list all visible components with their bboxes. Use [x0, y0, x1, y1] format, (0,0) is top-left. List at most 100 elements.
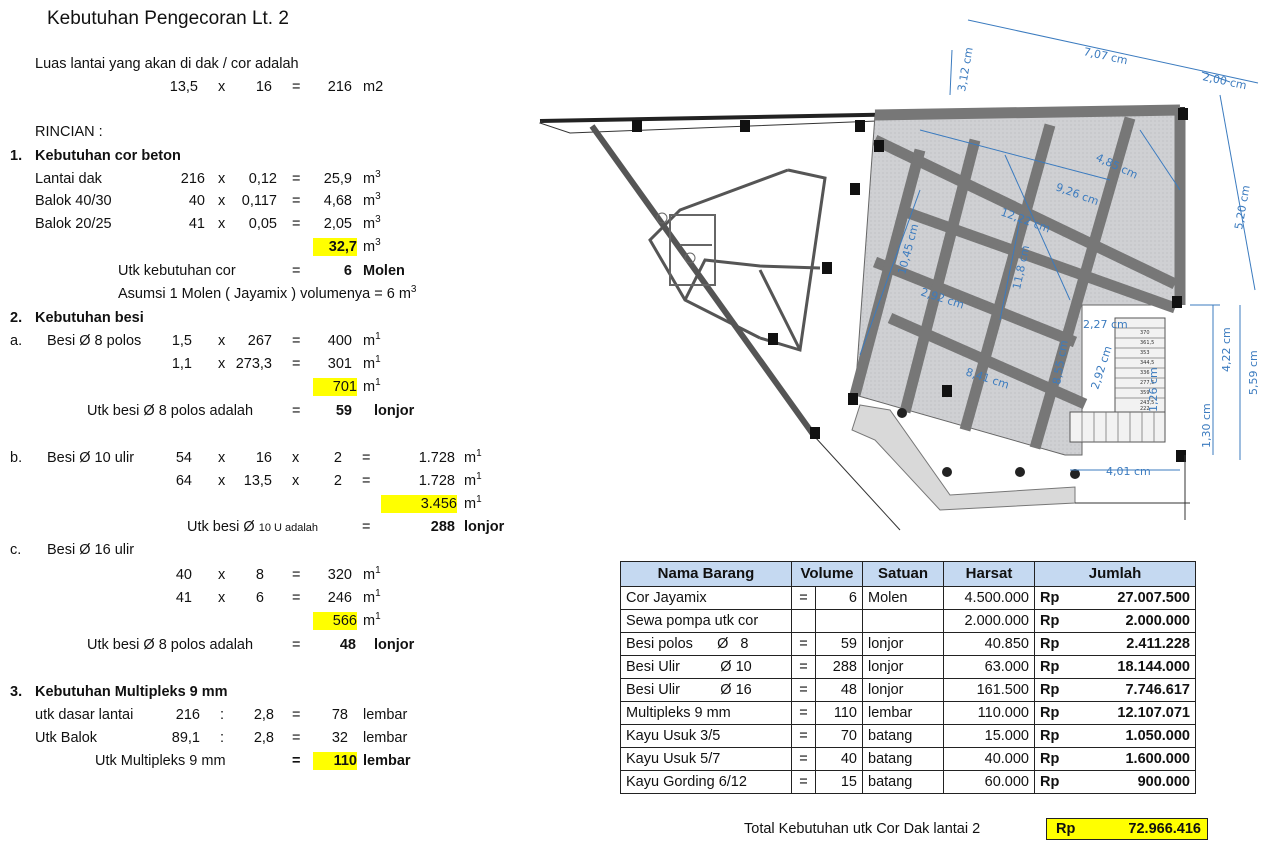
cell-harsat: 40.850	[943, 632, 1035, 656]
utk-besi-16-unit: lonjor	[374, 637, 415, 653]
besi-10-row-1-result: 1.728	[418, 450, 455, 466]
beton-total: 32,7	[313, 238, 357, 256]
equals-sign: =	[292, 567, 301, 583]
cell-volume: 70	[815, 724, 863, 748]
equals-sign: =	[292, 171, 301, 187]
cell-jumlah: 1.600.000	[1079, 747, 1196, 771]
cell-harsat: 4.500.000	[943, 586, 1035, 610]
equals-sign: =	[292, 753, 301, 769]
besi-8-row-2-a: 1,1	[171, 356, 192, 372]
cell-satuan: batang	[862, 747, 944, 771]
table-header-row: Nama Barang Volume Satuan Harsat Jumlah	[620, 561, 1196, 587]
utk-cor-label: Utk kebutuhan cor	[118, 263, 236, 279]
dimension-label: 2,27 cm	[1083, 318, 1128, 331]
cell-satuan: batang	[862, 724, 944, 748]
equals-sign: =	[362, 450, 371, 466]
utk-multipleks-value: 110	[313, 752, 357, 770]
total-label: Total Kebutuhan utk Cor Dak lantai 2	[744, 821, 981, 837]
times-sign: x	[218, 193, 226, 209]
times-sign: x	[292, 450, 300, 466]
unit-m1: m1	[464, 494, 482, 513]
cell-nama: Kayu Usuk 5/7	[620, 747, 792, 771]
table-row: Cor Jayamix = 6 Molen 4.500.000 Rp 27.00…	[620, 586, 1196, 610]
beton-row-3-result: 2,05	[323, 216, 352, 232]
dimension-label: 1,30 cm	[1200, 403, 1213, 448]
cell-rp: Rp	[1034, 632, 1079, 656]
col-nama-barang: Nama Barang	[620, 561, 792, 587]
cell-harsat: 110.000	[943, 701, 1035, 725]
times-sign: x	[218, 333, 226, 349]
section-1-title: Kebutuhan cor beton	[35, 148, 181, 164]
unit-m1: m1	[363, 565, 381, 584]
unit-m1: m1	[363, 377, 381, 396]
dimension-label: 5,59 cm	[1247, 350, 1260, 395]
besi-10-row-2-result: 1.728	[418, 473, 455, 489]
cell-eq: =	[790, 632, 817, 656]
unit-m3: m3	[363, 169, 381, 188]
cell-jumlah: 12.107.071	[1079, 701, 1196, 725]
cell-rp: Rp	[1034, 655, 1079, 679]
unit-m3: m3	[363, 214, 381, 233]
besi-16-row-1-a: 40	[175, 567, 192, 583]
col-jumlah: Jumlah	[1034, 561, 1196, 587]
luas-x: x	[218, 79, 226, 95]
times-sign: x	[218, 590, 226, 606]
equals-sign: =	[362, 473, 371, 489]
cell-harsat: 15.000	[943, 724, 1035, 748]
beton-row-2-a: 40	[188, 193, 205, 209]
besi-16-row-1-b: 8	[255, 567, 264, 583]
stair-label: 361,5	[1140, 340, 1154, 346]
equals-sign: =	[292, 403, 301, 419]
besi-8-row-1-b: 267	[247, 333, 272, 349]
dimension-label: 7,07 cm	[1082, 45, 1128, 67]
stair-label: 222	[1140, 406, 1150, 412]
stair-label: 277,5	[1140, 380, 1154, 386]
utk-besi-16-value: 48	[339, 637, 356, 653]
unit-m3: m3	[363, 237, 381, 256]
besi-8-total: 701	[313, 378, 357, 396]
cell-nama: Multipleks 9 mm	[620, 701, 792, 725]
besi-10-row-2-c: 2	[333, 473, 342, 489]
equals-sign: =	[292, 216, 301, 232]
besi-8-label: Besi Ø 8 polos	[47, 333, 142, 349]
cell-satuan: lembar	[862, 701, 944, 725]
section-3-title: Kebutuhan Multipleks 9 mm	[35, 684, 228, 700]
table-row: Kayu Usuk 5/7 = 40 batang 40.000 Rp 1.60…	[620, 747, 1196, 771]
beton-row-1-b: 0,12	[248, 171, 277, 187]
col-satuan: Satuan	[862, 561, 944, 587]
multipleks-row-1-label: utk dasar lantai	[35, 707, 134, 723]
multipleks-row-1-result: 78	[331, 707, 348, 723]
dimension-label: 4,01 cm	[1106, 465, 1151, 478]
dimension-label: 2,92 cm	[1088, 344, 1114, 391]
cell-eq: =	[790, 770, 817, 794]
luas-result: 216	[327, 79, 352, 95]
cell-rp: Rp	[1034, 609, 1079, 633]
cell-jumlah: 2.411.228	[1079, 632, 1196, 656]
utk-cor-value: 6	[343, 263, 352, 279]
utk-besi-10-unit: lonjor	[464, 519, 505, 535]
besi-10-total: 3.456	[381, 495, 457, 513]
multipleks-row-2-a: 89,1	[171, 730, 200, 746]
section-3-number: 3.	[10, 684, 23, 700]
times-sign: x	[218, 567, 226, 583]
times-sign: x	[218, 171, 226, 187]
cell-nama: Kayu Gording 6/12	[620, 770, 792, 794]
besi-10-row-1-b: 16	[255, 450, 272, 466]
luas-eq: =	[292, 79, 301, 95]
table-row: Sewa pompa utk cor 2.000.000 Rp 2.000.00…	[620, 609, 1196, 633]
multipleks-row-2-b: 2,8	[253, 730, 274, 746]
cell-jumlah: 1.050.000	[1079, 724, 1196, 748]
equals-sign: =	[362, 519, 371, 535]
times-sign: x	[218, 450, 226, 466]
stair-label: 370	[1140, 330, 1150, 336]
utk-besi-16-label: Utk besi Ø 8 polos adalah	[87, 637, 254, 653]
luas-unit: m2	[363, 79, 384, 95]
section-1-number: 1.	[10, 148, 23, 164]
dimension-label: 4,22 cm	[1220, 327, 1233, 372]
cell-eq: =	[790, 655, 817, 679]
times-sign: x	[292, 473, 300, 489]
unit-m1: m1	[363, 354, 381, 373]
cell-eq	[790, 609, 817, 633]
cell-eq: =	[790, 678, 817, 702]
dimension-label: 3,12 cm	[955, 46, 976, 92]
